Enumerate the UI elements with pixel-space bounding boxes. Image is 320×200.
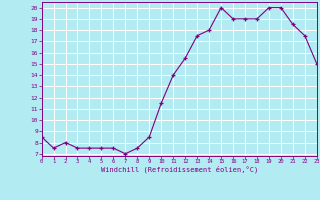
X-axis label: Windchill (Refroidissement éolien,°C): Windchill (Refroidissement éolien,°C) [100,166,258,173]
